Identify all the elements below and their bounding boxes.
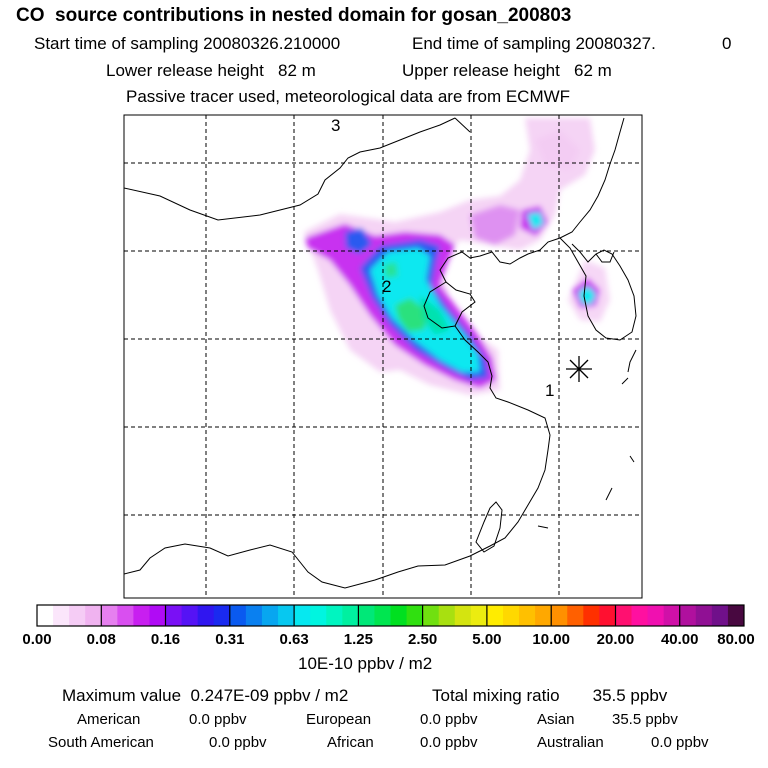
colorbar-tick-label: 0.08 (86, 631, 116, 648)
colorbar-cell (567, 605, 584, 626)
colorbar-cell (631, 605, 649, 626)
colorbar-cell (470, 605, 488, 626)
map-label-2: 2 (382, 277, 391, 296)
colorbar-tick-label: 0.31 (215, 631, 245, 648)
colorbar-cell (727, 605, 745, 626)
colorbar-cell (502, 605, 520, 626)
tracer-info: Passive tracer used, meteorological data… (126, 87, 571, 106)
colorbar-cell (535, 605, 552, 626)
map-label-1: 1 (545, 381, 554, 400)
colorbar-cell (181, 605, 199, 626)
colorbar-cell (374, 605, 391, 626)
colorbar-tick-label: 40.00 (660, 631, 699, 648)
colorbar-tick-label: 80.00 (717, 631, 755, 648)
colorbar-cell (599, 605, 616, 626)
colorbar-tick-label: 20.00 (596, 631, 635, 648)
lower-release-height: Lower release height 82 m (106, 61, 316, 80)
colorbar-cell (454, 605, 472, 626)
colorbar-cell (551, 605, 568, 626)
map-label-3: 3 (331, 116, 340, 135)
colorbar-cell (358, 605, 375, 626)
colorbar-tick-label: 2.50 (408, 631, 438, 648)
colorbar-cell (197, 605, 215, 626)
colorbar-cell (342, 605, 359, 626)
figure-title: CO source contributions in nested domain… (16, 5, 572, 26)
region-name: Australian (537, 734, 604, 751)
total-mixing-ratio: Total mixing ratio 35.5 ppbv (432, 686, 668, 705)
colorbar-cell (245, 605, 263, 626)
colorbar-tick-label: 0.63 (279, 631, 309, 648)
region-value: 35.5 ppbv (612, 711, 678, 728)
region-name: American (77, 711, 141, 728)
colorbar-cell (438, 605, 456, 626)
colorbar-frame (36, 604, 745, 627)
colorbar-cell (647, 605, 665, 626)
region-value: 0.0 ppbv (209, 734, 267, 751)
colorbar-tick-label: 0.16 (150, 631, 181, 648)
maximum-value: Maximum value 0.247E-09 ppbv / m2 (62, 686, 349, 705)
colorbar-cell (149, 605, 167, 626)
colorbar-cell (406, 605, 424, 626)
colorbar-unit: 10E-10 ppbv / m2 (298, 654, 433, 673)
colorbar-tick-label: 0.00 (22, 631, 52, 648)
end-time-suffix: 0 (722, 34, 732, 53)
grid-lines (124, 115, 642, 598)
colorbar-tick-label: 5.00 (472, 631, 502, 648)
colorbar-cell (117, 605, 134, 626)
colorbar-cell (711, 605, 729, 626)
start-time: Start time of sampling 20080326.210000 (34, 34, 341, 53)
colorbar-cell (519, 605, 536, 626)
region-value: 0.0 ppbv (420, 734, 478, 751)
colorbar-cell (85, 605, 102, 626)
colorbar-cell (583, 605, 600, 626)
colorbar-cell (37, 605, 54, 626)
colorbar-cell (278, 605, 295, 626)
colorbar-cell (101, 605, 118, 626)
coastlines (124, 117, 637, 589)
map-frame (123, 114, 643, 599)
region-value: 0.0 ppbv (420, 711, 478, 728)
colorbar-cell (133, 605, 150, 626)
asterisk-icon (566, 356, 592, 382)
region-name: South American (48, 734, 154, 751)
colorbar-cell (695, 605, 713, 626)
region-value: 0.0 ppbv (651, 734, 709, 751)
colorbar-cell (679, 605, 697, 626)
upper-release-height: Upper release height 62 m (402, 61, 612, 80)
concentration-plume (304, 118, 610, 395)
colorbar-cell (663, 605, 681, 626)
colorbar-cell (165, 605, 183, 626)
colorbar-cell (310, 605, 327, 626)
colorbar-cell (326, 605, 343, 626)
colorbar-cell (422, 605, 440, 626)
colorbar-cell (261, 605, 279, 626)
colorbar-cell (53, 605, 70, 626)
colorbar-cell (213, 605, 231, 626)
colorbar-cell (390, 605, 408, 626)
region-name: European (306, 711, 372, 728)
colorbar-cell (229, 605, 247, 626)
colorbar-cell (294, 605, 311, 626)
region-value: 0.0 ppbv (189, 711, 247, 728)
region-name: Asian (537, 711, 575, 728)
region-name: African (327, 734, 374, 751)
colorbar-cell (69, 605, 86, 626)
colorbar-tick-label: 10.00 (532, 631, 570, 648)
colorbar-tick-label: 1.25 (343, 631, 373, 648)
end-time: End time of sampling 20080327. (412, 34, 656, 53)
colorbar-cell (615, 605, 633, 626)
colorbar-cell (486, 605, 504, 626)
